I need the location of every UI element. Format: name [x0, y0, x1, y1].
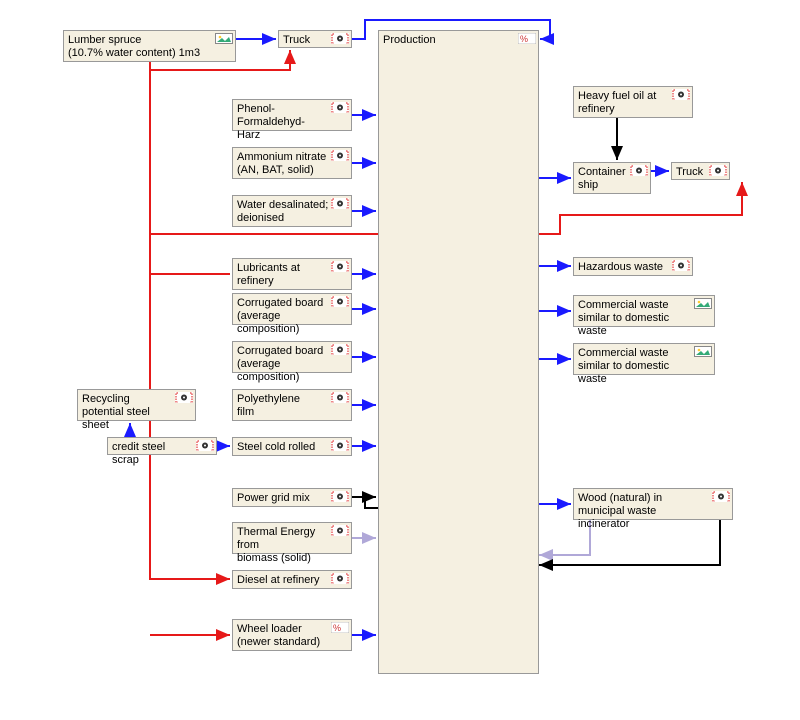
process-icon [672, 260, 690, 271]
process-icon [331, 198, 349, 209]
node-label: Wood (natural) inmunicipal waste inciner… [578, 492, 728, 532]
svg-text:%: % [333, 623, 341, 633]
node-diesel: Diesel at refinery [232, 570, 352, 589]
node-steel: Steel cold rolled [232, 437, 352, 456]
node-label: Commercial wastesimilar to domestic wast… [578, 347, 710, 387]
node-container: Containership [573, 162, 651, 194]
process-icon [331, 573, 349, 584]
rate-icon: % [518, 33, 536, 44]
node-ammonium: Ammonium nitrate(AN, BAT, solid) [232, 147, 352, 179]
node-thermal: Thermal Energy frombiomass (solid) [232, 522, 352, 554]
process-icon [331, 150, 349, 161]
node-lubricants: Lubricants atrefinery [232, 258, 352, 290]
process-icon [709, 165, 727, 176]
process-icon [331, 491, 349, 502]
node-water: Water desalinated;deionised [232, 195, 352, 227]
process-icon [331, 525, 349, 536]
process-icon [331, 33, 349, 44]
svg-text:%: % [520, 34, 528, 44]
node-wheel: Wheel loader(newer standard)% [232, 619, 352, 651]
node-wood: Wood (natural) inmunicipal waste inciner… [573, 488, 733, 520]
node-truck1: Truck [278, 30, 352, 48]
node-poly: Polyethylenefilm [232, 389, 352, 421]
process-icon [331, 102, 349, 113]
process-icon [712, 491, 730, 502]
process-icon [331, 344, 349, 355]
pic-icon [694, 298, 712, 309]
node-truck2: Truck [671, 162, 730, 180]
process-icon [331, 296, 349, 307]
process-icon [331, 261, 349, 272]
node-heavyfuel: Heavy fuel oil atrefinery [573, 86, 693, 118]
node-recycling: Recyclingpotential steel sheet [77, 389, 196, 421]
node-credit: credit steel scrap [107, 437, 217, 455]
process-icon [196, 440, 214, 451]
node-label: Production [383, 34, 436, 46]
process-icon [630, 165, 648, 176]
process-icon [175, 392, 193, 403]
pic-icon [215, 33, 233, 44]
node-corr1: Corrugated board(average composition) [232, 293, 352, 325]
node-comm1: Commercial wastesimilar to domestic wast… [573, 295, 715, 327]
rate-icon: % [331, 622, 349, 633]
node-corr2: Corrugated board(average composition) [232, 341, 352, 373]
process-icon [331, 392, 349, 403]
node-label: Commercial wastesimilar to domestic wast… [578, 299, 710, 339]
node-label: Lumber spruce(10.7% water content) 1m3 [68, 34, 231, 60]
node-production: Production % [378, 30, 539, 674]
node-hazard: Hazardous waste [573, 257, 693, 276]
node-lumber: Lumber spruce(10.7% water content) 1m3 [63, 30, 236, 62]
node-phenol: Phenol-Formaldehyd-Harz [232, 99, 352, 131]
process-icon [331, 440, 349, 451]
pic-icon [694, 346, 712, 357]
process-icon [672, 89, 690, 100]
node-powergrid: Power grid mix [232, 488, 352, 507]
node-comm2: Commercial wastesimilar to domestic wast… [573, 343, 715, 375]
